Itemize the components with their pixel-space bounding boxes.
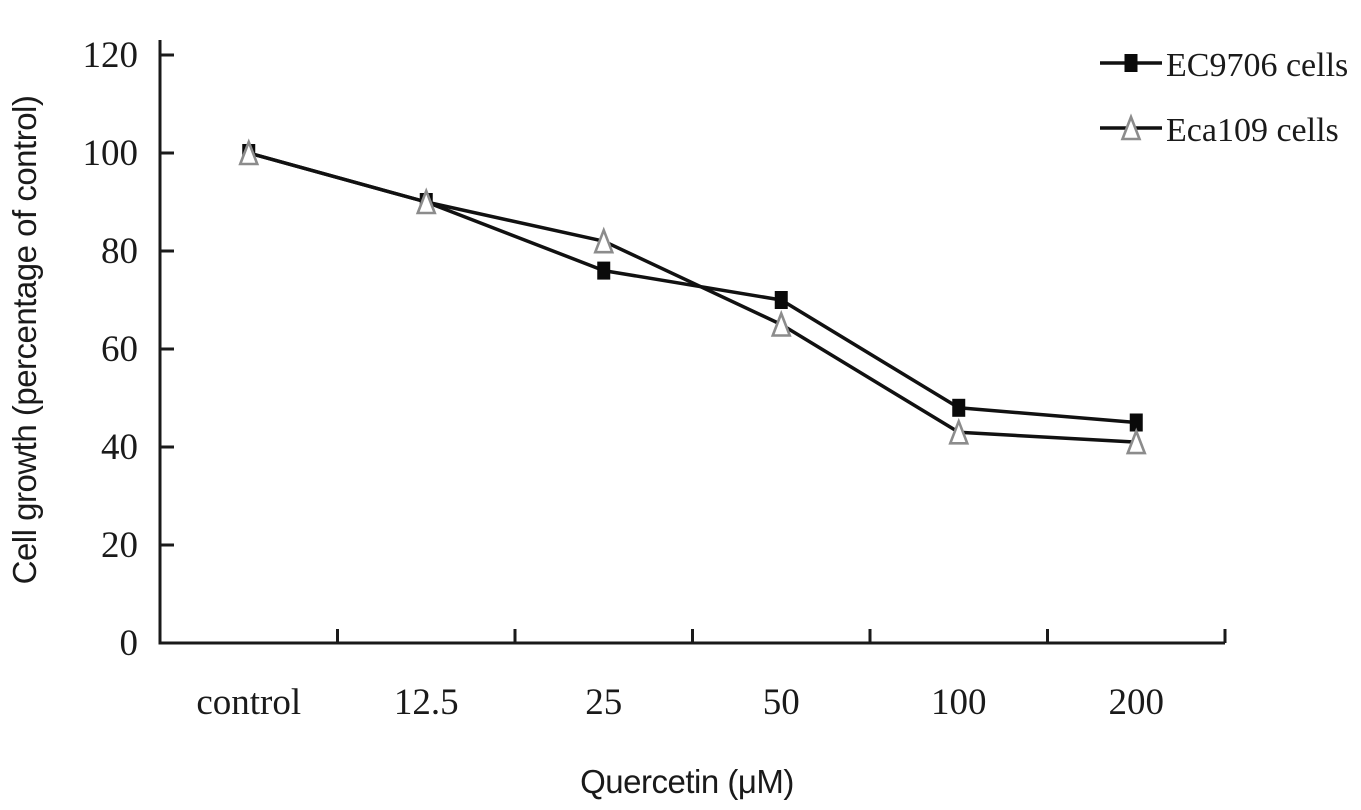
axis-lines xyxy=(158,40,1225,645)
legend-item-ec9706-cells xyxy=(1100,54,1162,72)
series-line xyxy=(248,151,1137,444)
legend-label: EC9706 cells xyxy=(1166,47,1348,84)
square-marker xyxy=(1129,413,1143,432)
x-tick-label: 100 xyxy=(931,682,987,723)
square-marker xyxy=(774,291,788,309)
y-tick-label: 100 xyxy=(83,133,139,174)
x-tick-label: 12.5 xyxy=(394,682,459,723)
triangle-marker xyxy=(1125,427,1147,455)
series-line xyxy=(248,151,1137,425)
triangle-marker xyxy=(593,226,615,254)
legend-label: Eca109 cells xyxy=(1166,112,1339,149)
y-tick-label: 120 xyxy=(83,35,139,76)
x-axis-title: Quercetin (μM) xyxy=(580,763,794,800)
square-marker xyxy=(1124,54,1138,72)
y-tick-label: 20 xyxy=(101,525,138,566)
x-tick-label: 25 xyxy=(585,682,622,723)
series-eca109-cells xyxy=(238,138,1147,455)
triangle-marker xyxy=(1120,113,1142,141)
x-tick-label: control xyxy=(196,682,301,723)
square-marker xyxy=(952,398,966,417)
y-tick-label: 0 xyxy=(120,623,139,664)
y-tick-label: 60 xyxy=(101,329,138,370)
legend-item-eca109-cells xyxy=(1100,113,1162,141)
triangle-marker xyxy=(238,138,260,166)
square-marker xyxy=(597,261,611,280)
triangle-marker xyxy=(948,417,970,445)
x-tick-label: 200 xyxy=(1109,682,1165,723)
axes xyxy=(158,40,1227,645)
y-axis-title: Cell growth (percentage of control) xyxy=(6,96,43,585)
legend xyxy=(1100,54,1162,141)
y-tick-label: 80 xyxy=(101,231,138,272)
triangle-marker xyxy=(415,187,437,215)
x-tick-label: 50 xyxy=(763,682,800,723)
triangle-marker xyxy=(770,309,792,337)
y-tick-label: 40 xyxy=(101,427,138,468)
